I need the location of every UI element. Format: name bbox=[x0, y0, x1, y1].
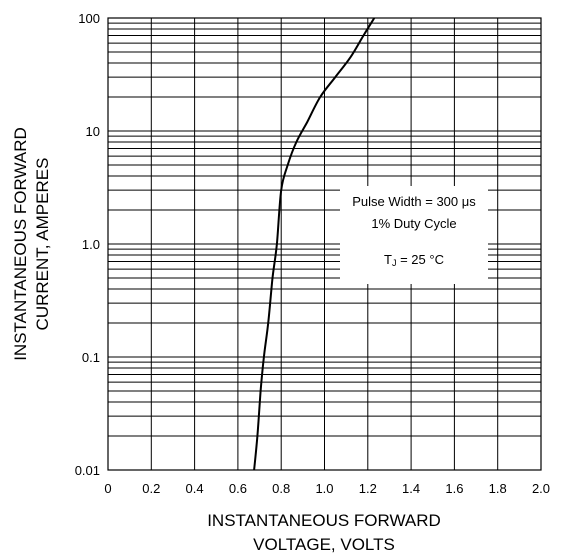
x-tick-label: 1.4 bbox=[402, 481, 420, 496]
annotation-junction-temp: TJ = 25 °C bbox=[384, 252, 444, 268]
x-tick-label: 1.2 bbox=[359, 481, 377, 496]
x-tick-label: 1.0 bbox=[315, 481, 333, 496]
y-tick-label: 0.01 bbox=[75, 463, 100, 478]
plot-frame bbox=[107, 17, 542, 471]
x-tick-label: 0.8 bbox=[272, 481, 290, 496]
x-axis-title-line2: VOLTAGE, VOLTS bbox=[253, 535, 395, 554]
x-tick-label: 0.4 bbox=[186, 481, 204, 496]
y-tick-label: 1.0 bbox=[82, 237, 100, 252]
x-tick-label: 1.8 bbox=[489, 481, 507, 496]
x-tick-label: 1.6 bbox=[445, 481, 463, 496]
annotation-box bbox=[340, 186, 488, 284]
x-tick-label: 0 bbox=[104, 481, 111, 496]
y-tick-labels: 0.01 0.1 1.0 10 100 bbox=[75, 11, 100, 478]
y-tick-label: 0.1 bbox=[82, 350, 100, 365]
y-axis-title-line1: INSTANTANEOUS FORWARD bbox=[11, 127, 30, 361]
x-tick-label: 0.6 bbox=[229, 481, 247, 496]
y-tick-label: 10 bbox=[86, 124, 100, 139]
x-axis-title-line1: INSTANTANEOUS FORWARD bbox=[207, 511, 441, 530]
annotation-pulse-width: Pulse Width = 300 μs bbox=[352, 194, 476, 209]
x-tick-label: 2.0 bbox=[532, 481, 550, 496]
y-tick-label: 100 bbox=[78, 11, 100, 26]
x-tick-label: 0.2 bbox=[142, 481, 160, 496]
y-axis-title-line2: CURRENT, AMPERES bbox=[33, 158, 52, 331]
x-tick-labels: 0 0.2 0.4 0.6 0.8 1.0 1.2 1.4 1.6 1.8 2.0 bbox=[104, 481, 550, 496]
forward-voltage-curve bbox=[253, 17, 376, 471]
annotation-duty-cycle: 1% Duty Cycle bbox=[371, 216, 456, 231]
